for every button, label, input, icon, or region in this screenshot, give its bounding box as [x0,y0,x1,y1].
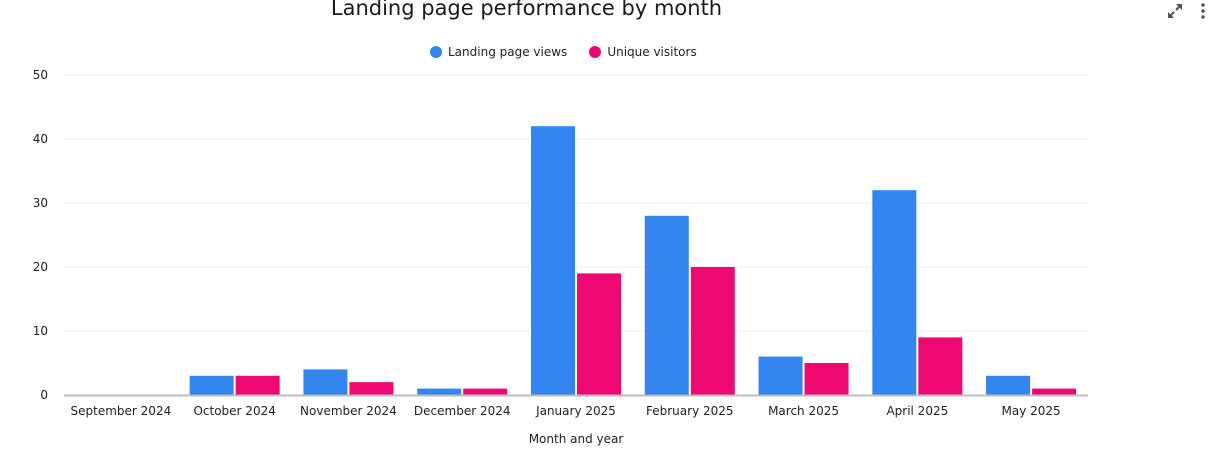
bar-landing-page-views[interactable] [417,388,462,395]
bar-landing-page-views[interactable] [189,375,234,395]
y-tick-label: 50 [33,68,48,82]
bar-unique-visitors[interactable] [349,382,394,395]
y-tick-label: 30 [33,196,48,210]
x-tick-label: November 2024 [300,404,397,418]
legend-item-unique-visitors[interactable]: Unique visitors [589,45,697,59]
bar-unique-visitors[interactable] [804,363,849,395]
more-vertical-icon[interactable] [1198,1,1208,21]
bar-unique-visitors[interactable] [235,375,280,395]
bar-unique-visitors[interactable] [918,337,963,395]
bar-unique-visitors[interactable] [690,267,735,395]
y-tick-label: 40 [33,132,48,146]
x-tick-label: October 2024 [193,404,275,418]
bar-landing-page-views[interactable] [872,190,917,395]
x-tick-label: September 2024 [71,404,172,418]
legend-swatch-landing-page-views [430,46,442,58]
legend-label: Unique visitors [607,45,697,59]
bar-unique-visitors[interactable] [463,388,508,395]
x-tick-label: December 2024 [414,404,511,418]
x-tick-label: February 2025 [646,404,734,418]
bar-landing-page-views[interactable] [758,356,803,395]
x-axis-title: Month and year [529,432,624,446]
bar-unique-visitors[interactable] [1032,388,1077,395]
bar-unique-visitors[interactable] [577,273,621,395]
x-tick-label: April 2025 [886,404,948,418]
legend-label: Landing page views [448,45,568,59]
bar-landing-page-views[interactable] [644,215,689,395]
chart-legend: Landing page views Unique visitors [430,45,697,59]
x-tick-label: May 2025 [1002,404,1061,418]
x-tick-label: January 2025 [535,404,616,418]
y-tick-label: 10 [33,324,48,338]
y-tick-label: 0 [40,388,48,402]
bar-landing-page-views[interactable] [531,126,575,395]
legend-item-landing-page-views[interactable]: Landing page views [430,45,567,59]
bar-landing-page-views[interactable] [986,375,1031,395]
bar-landing-page-views[interactable] [303,369,348,395]
chart-title: Landing page performance by month [330,0,723,20]
legend-swatch-unique-visitors [589,46,602,58]
expand-icon[interactable] [1165,1,1185,21]
y-tick-label: 20 [33,260,48,274]
x-tick-label: March 2025 [768,404,839,418]
